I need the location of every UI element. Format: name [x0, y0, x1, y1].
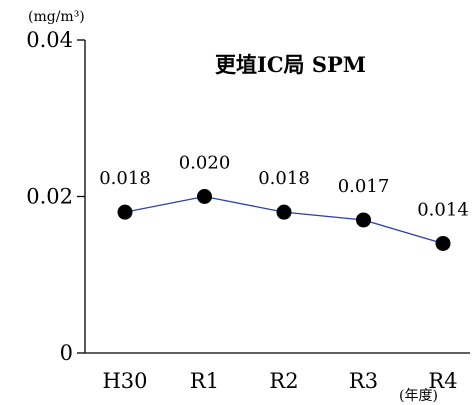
- data-label: 0.018: [258, 168, 310, 189]
- data-point-marker: [197, 189, 212, 204]
- data-label: 0.014: [417, 199, 469, 220]
- series-line: [124, 195, 444, 245]
- series-group: [117, 189, 451, 251]
- data-label: 0.017: [338, 176, 390, 197]
- x-ticks-group: H30 R1 R2 R3 R4: [102, 369, 457, 393]
- x-tick-label: R4: [428, 369, 457, 393]
- data-label: 0.020: [179, 153, 231, 174]
- data-point-marker: [276, 204, 292, 220]
- y-ticks-group: 0 0.02 0.04: [26, 28, 85, 365]
- y-tick-label: 0: [60, 341, 73, 365]
- chart-title: 更埴IC局 SPM: [215, 52, 366, 77]
- x-tick-label: R1: [190, 369, 219, 393]
- x-tick-label: H30: [102, 369, 147, 393]
- x-axis-unit-label: (年度): [399, 388, 438, 404]
- data-point-marker: [117, 204, 133, 220]
- data-point-marker: [435, 235, 451, 251]
- y-tick-label: 0.02: [26, 185, 73, 209]
- x-tick-label: R3: [349, 369, 378, 393]
- data-labels-group: 0.018 0.020 0.018 0.017 0.014: [99, 153, 469, 221]
- x-tick-label: R2: [269, 369, 298, 393]
- data-label: 0.018: [99, 168, 151, 189]
- y-axis-unit-label: (mg/m³): [28, 9, 85, 25]
- y-tick-label: 0.04: [26, 28, 73, 52]
- data-point-marker: [356, 212, 371, 228]
